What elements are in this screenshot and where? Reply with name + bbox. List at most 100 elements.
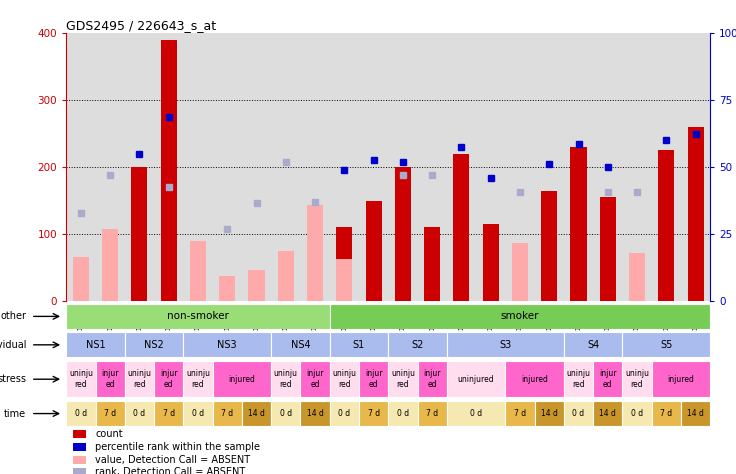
Text: injured: injured	[228, 375, 255, 383]
Bar	[453, 154, 470, 301]
Bar	[424, 228, 440, 301]
Bar	[73, 443, 85, 451]
Bar	[277, 251, 294, 301]
Text: stress: stress	[0, 374, 26, 384]
Text: GDS2495 / 226643_s_at: GDS2495 / 226643_s_at	[66, 19, 216, 32]
Bar	[300, 361, 330, 397]
Bar	[359, 361, 389, 397]
Bar	[658, 150, 674, 301]
Text: 0 d: 0 d	[192, 409, 204, 418]
Bar	[330, 304, 710, 329]
Bar	[564, 401, 593, 426]
Text: uninjured: uninjured	[458, 375, 495, 383]
Bar	[389, 332, 447, 357]
Text: uninju
red: uninju red	[186, 370, 210, 389]
Bar	[651, 361, 710, 397]
Bar	[506, 401, 534, 426]
Text: NS1: NS1	[85, 340, 105, 350]
Text: uninju
red: uninju red	[391, 370, 415, 389]
Bar	[541, 191, 557, 301]
Text: 7 d: 7 d	[426, 409, 438, 418]
Bar	[447, 332, 564, 357]
Bar	[330, 401, 359, 426]
Text: injured: injured	[668, 375, 694, 383]
Bar	[483, 224, 499, 301]
Bar	[154, 401, 183, 426]
Bar	[447, 401, 506, 426]
Bar	[417, 361, 447, 397]
Text: 14 d: 14 d	[307, 409, 324, 418]
Bar	[66, 332, 125, 357]
Bar	[534, 401, 564, 426]
Bar	[394, 167, 411, 301]
Bar	[125, 332, 183, 357]
Bar	[570, 147, 587, 301]
Bar	[96, 361, 125, 397]
Text: 0 d: 0 d	[280, 409, 292, 418]
Bar	[125, 361, 154, 397]
Bar	[73, 257, 89, 301]
Bar	[271, 361, 300, 397]
Bar	[593, 361, 623, 397]
Bar	[154, 361, 183, 397]
Bar	[160, 40, 177, 301]
Bar	[213, 361, 271, 397]
Text: 7 d: 7 d	[367, 409, 380, 418]
Bar	[389, 361, 417, 397]
Bar	[359, 401, 389, 426]
Bar	[102, 229, 118, 301]
Text: 14 d: 14 d	[541, 409, 558, 418]
Bar	[389, 401, 417, 426]
Text: uninju
red: uninju red	[625, 370, 649, 389]
Bar	[73, 456, 85, 464]
Text: 14 d: 14 d	[248, 409, 265, 418]
Text: individual: individual	[0, 340, 26, 350]
Text: 14 d: 14 d	[599, 409, 616, 418]
Text: 7 d: 7 d	[104, 409, 116, 418]
Text: other: other	[0, 311, 26, 321]
Bar	[242, 401, 271, 426]
Bar	[73, 430, 85, 438]
Text: injur
ed: injur ed	[102, 370, 119, 389]
Text: 0 d: 0 d	[631, 409, 643, 418]
Text: injured: injured	[521, 375, 548, 383]
Text: time: time	[4, 409, 26, 419]
Bar	[271, 401, 300, 426]
Bar	[96, 401, 125, 426]
Bar	[447, 361, 506, 397]
Text: smoker: smoker	[500, 311, 539, 321]
Text: 7 d: 7 d	[163, 409, 174, 418]
Text: 14 d: 14 d	[687, 409, 704, 418]
Bar	[681, 401, 710, 426]
Bar	[131, 167, 147, 301]
Text: 7 d: 7 d	[660, 409, 673, 418]
Bar	[623, 332, 710, 357]
Text: injur
ed: injur ed	[160, 370, 177, 389]
Text: uninju
red: uninju red	[274, 370, 298, 389]
Text: 0 d: 0 d	[75, 409, 87, 418]
Text: 7 d: 7 d	[514, 409, 526, 418]
Text: uninju
red: uninju red	[127, 370, 152, 389]
Text: rank, Detection Call = ABSENT: rank, Detection Call = ABSENT	[95, 467, 246, 474]
Text: NS3: NS3	[217, 340, 237, 350]
Bar	[249, 270, 264, 301]
Text: uninju
red: uninju red	[333, 370, 356, 389]
Bar	[66, 401, 96, 426]
Text: S3: S3	[499, 340, 512, 350]
Text: S4: S4	[587, 340, 599, 350]
Text: uninju
red: uninju red	[567, 370, 590, 389]
Bar	[183, 361, 213, 397]
Text: NS2: NS2	[144, 340, 164, 350]
Bar	[593, 401, 623, 426]
Text: S2: S2	[411, 340, 424, 350]
Bar	[73, 468, 85, 474]
Bar	[417, 401, 447, 426]
Bar	[651, 401, 681, 426]
Bar	[623, 361, 651, 397]
Bar	[190, 241, 206, 301]
Bar	[366, 201, 382, 301]
Text: 0 d: 0 d	[339, 409, 350, 418]
Text: NS4: NS4	[291, 340, 311, 350]
Bar	[506, 361, 564, 397]
Text: injur
ed: injur ed	[306, 370, 324, 389]
